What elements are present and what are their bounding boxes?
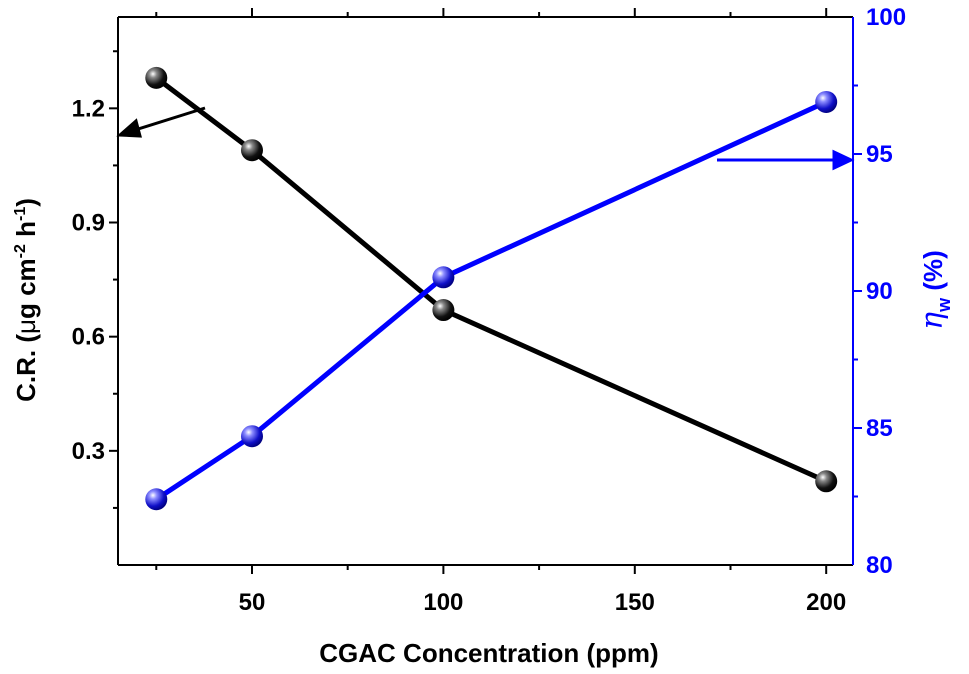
left-y-tick-label: 0.3	[72, 438, 105, 465]
left-y-tick-label: 0.6	[72, 324, 105, 351]
right-axis-arrow	[717, 149, 855, 171]
right-y-axis-title: ηw (%)	[915, 250, 954, 330]
right-y-tick-label: 100	[866, 4, 906, 31]
x-tick-label: 150	[615, 589, 655, 616]
right-y-tick-label: 85	[866, 415, 893, 442]
eta-data-point	[432, 266, 455, 289]
x-tick-label: 50	[239, 589, 266, 616]
cr-series-line	[154, 75, 828, 484]
left-y-tick-label: 1.2	[72, 95, 105, 122]
series-layer	[145, 66, 838, 511]
left-y-ticks: 0.3 0.6 0.9 1.2	[72, 50, 118, 509]
eta-data-point	[815, 90, 838, 113]
eta-data-point	[240, 425, 263, 448]
right-y-tick-label: 90	[866, 278, 893, 305]
left-y-axis-title: C.R. (μg cm-2 h-1)	[11, 198, 41, 402]
eta-series-line	[154, 99, 828, 502]
x-ticks: 50 100 150 200	[155, 8, 846, 616]
right-y-tick-label: 95	[866, 141, 893, 168]
x-tick-label: 100	[423, 589, 463, 616]
cr-data-point	[432, 299, 455, 322]
left-y-tick-label: 0.9	[72, 210, 105, 237]
cr-data-point	[145, 66, 168, 89]
cr-data-point	[240, 139, 263, 162]
right-y-ticks: 80 85 90 95 100	[853, 4, 906, 579]
left-axis-arrow	[116, 106, 206, 138]
eta-data-point	[145, 488, 168, 511]
x-tick-label: 200	[806, 589, 846, 616]
cr-data-point	[815, 470, 838, 493]
right-y-tick-label: 80	[866, 552, 893, 579]
x-axis-title: CGAC Concentration (ppm)	[319, 638, 658, 668]
